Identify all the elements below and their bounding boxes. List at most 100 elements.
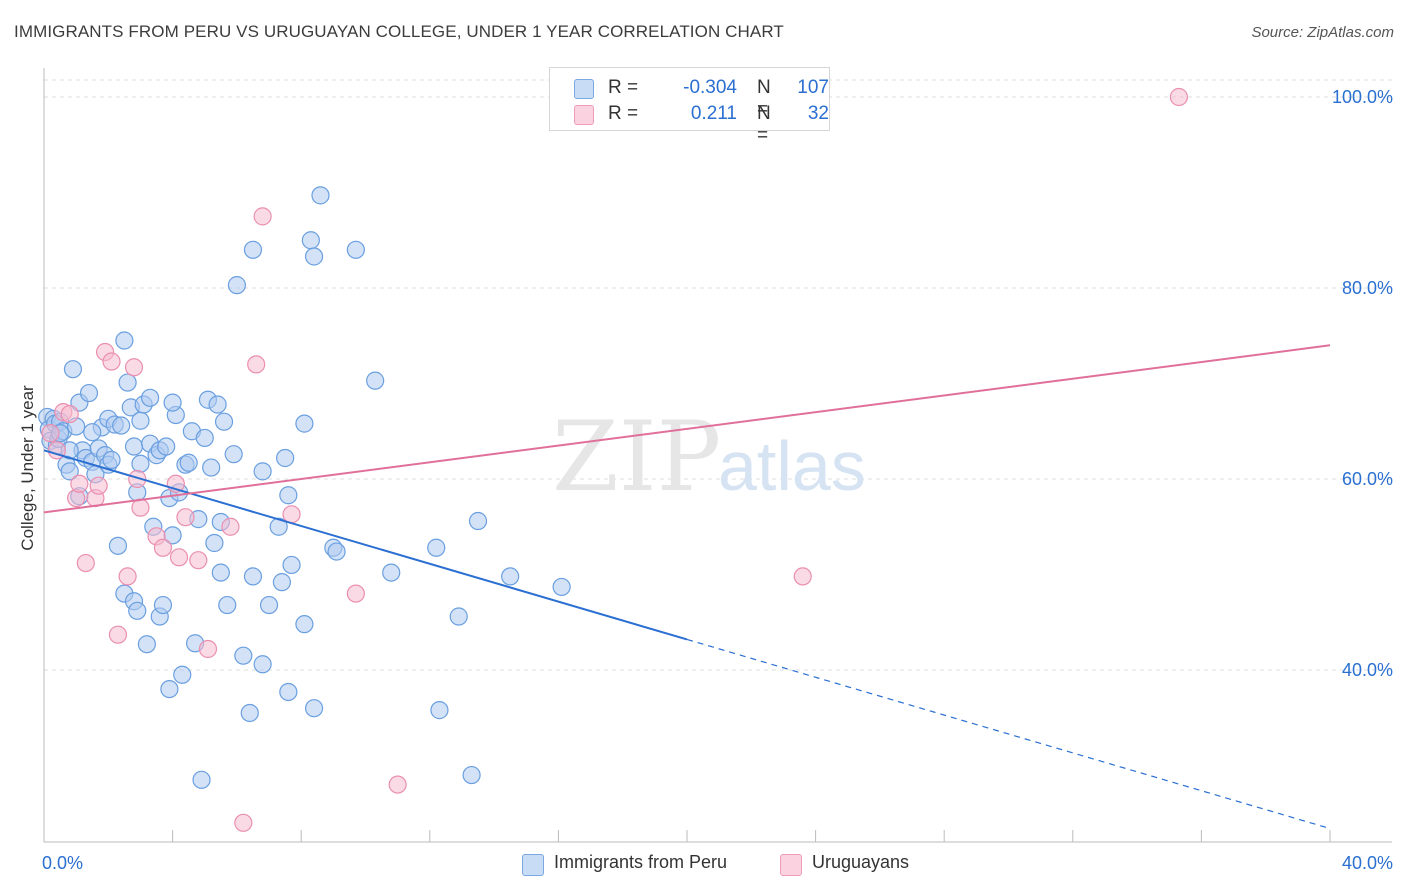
trend-lines [43,344,1331,830]
legend-swatch-peru [574,79,594,99]
point-peru [449,607,468,626]
point-peru [63,360,83,379]
point-peru [382,563,401,582]
point-peru [253,655,272,674]
point-uruguayans [153,538,173,557]
y-tick-label: 80.0% [1342,278,1393,298]
point-peru [462,765,481,785]
point-peru [79,383,99,403]
point-uruguayans [176,508,195,527]
correlation-legend: R = -0.304 N = 107 R = 0.211 N = 32 [549,67,830,146]
point-uruguayans [793,567,812,586]
point-uruguayans [169,548,189,567]
point-peru [259,595,279,615]
x-tick-label: 0.0% [42,853,83,873]
point-uruguayans [198,639,218,659]
trend-line-peru-extension [686,638,1331,830]
series-swatch-peru [522,854,544,876]
watermark: ZIP atlas [552,401,866,513]
point-peru [227,276,246,295]
point-uruguayans [76,553,95,573]
point-peru [276,448,295,468]
trend-line-uruguayans [43,344,1331,514]
point-peru [234,646,253,665]
point-peru [102,450,121,469]
tick-labels: 40.0% 60.0% 80.0% 100.0% 0.0% 40.0% [42,87,1393,873]
legend-r-value: 0.211 [690,103,737,124]
point-peru [304,247,324,266]
point-peru [282,555,301,575]
y-tick-label: 100.0% [1332,87,1393,107]
point-peru [179,453,198,472]
point-peru [240,703,259,723]
series-swatch-uruguayans [780,854,802,876]
point-peru [501,567,520,586]
point-peru [272,573,292,592]
point-peru [427,538,446,557]
point-peru [311,186,330,205]
point-peru [140,388,160,407]
point-uruguayans [128,469,147,489]
series-name-uruguayans: Uruguayans [812,852,910,872]
point-peru [83,423,102,442]
point-uruguayans [253,207,272,226]
point-uruguayans [189,551,208,570]
point-uruguayans [346,584,365,603]
legend-n-value: 32 [807,103,829,124]
point-peru [295,615,314,634]
legend-n-value: 107 [797,77,829,98]
legend-r-label: R = [608,103,639,124]
point-peru [208,395,227,414]
series-name-peru: Immigrants from Peru [554,852,728,872]
point-peru [131,454,150,473]
point-uruguayans [131,498,150,517]
point-peru [279,682,298,702]
axes [43,68,1392,843]
point-uruguayans [388,775,407,794]
point-peru [304,699,324,718]
source-label: Source: ZipAtlas.com [1251,24,1394,41]
legend-r-label: R = [608,77,639,98]
legend-r-value: -0.304 [683,77,737,98]
chart-title: IMMIGRANTS FROM PERU VS URUGUAYAN COLLEG… [14,22,784,41]
y-tick-label: 40.0% [1342,660,1393,680]
point-peru [115,331,134,350]
watermark-atlas: atlas [718,427,866,505]
legend-n-label: N = [757,103,771,146]
point-uruguayans [60,404,79,424]
legend-n-label: N = [757,77,771,120]
point-uruguayans [234,813,253,832]
point-peru [160,679,179,699]
point-peru [118,373,137,392]
point-peru [128,601,147,620]
point-peru [301,231,320,250]
point-peru [366,371,385,390]
point-uruguayans [70,474,89,493]
point-uruguayans [221,517,240,536]
point-peru [327,542,346,561]
point-uruguayans [41,424,60,443]
point-uruguayans [118,567,137,586]
point-peru [205,533,224,553]
point-peru [192,770,211,789]
point-peru [124,437,144,456]
point-peru [243,240,263,259]
point-peru [60,462,79,481]
point-peru [157,437,176,456]
point-peru [279,486,298,505]
point-peru [202,458,221,477]
point-uruguayans [89,476,108,495]
point-peru [137,635,156,654]
point-peru [112,416,131,435]
point-peru [430,701,449,720]
point-uruguayans [282,505,301,524]
point-peru [468,511,488,531]
trend-line-peru [43,449,688,641]
point-peru [253,462,272,481]
point-uruguayans [1169,87,1188,107]
point-peru [295,414,314,433]
point-peru [269,517,288,536]
point-peru [214,412,234,431]
point-peru [243,567,263,586]
